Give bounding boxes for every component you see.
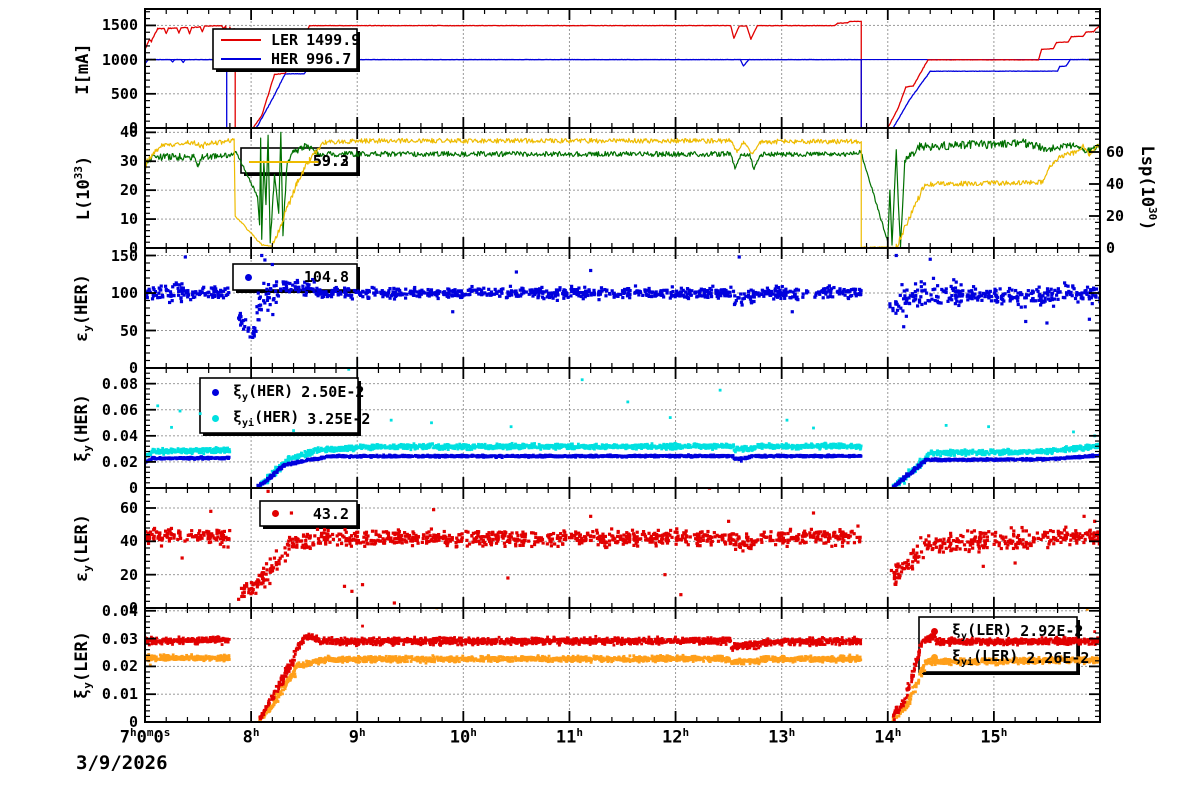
date-label: 3/9/2026: [76, 752, 168, 774]
